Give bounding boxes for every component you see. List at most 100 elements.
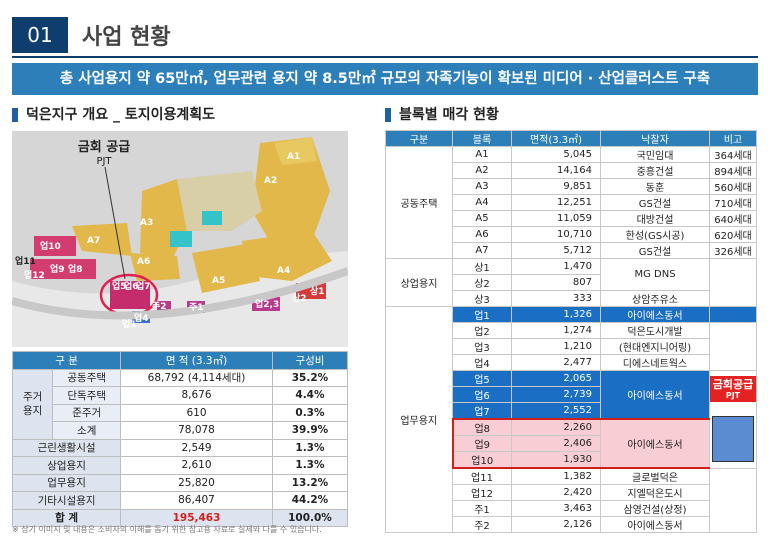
table-row: 주2 2,126 아이에스동서 — [386, 516, 757, 533]
cell-block: 주2 — [452, 516, 512, 533]
road-shape — [12, 267, 348, 320]
block-sale-table: 구분 블록 면적(3.3㎡) 낙찰자 비고 공동주택 A1 5,045 국민임대… — [385, 130, 757, 533]
pjt-highlight-label: 금회공급 — [712, 378, 754, 392]
cell-block: 업1 — [452, 306, 512, 323]
cell-area: 5,712 — [511, 242, 601, 259]
map-label-a6: A6 — [137, 257, 150, 267]
table-total-row: 합 계 195,463 100.0% — [11, 508, 349, 527]
cell-area: 11,059 — [511, 210, 601, 227]
cell-winner: 디에스네트웍스 — [600, 354, 710, 371]
row-area: 78,078 — [120, 421, 273, 440]
block-a5-shape — [192, 243, 260, 293]
row-area: 2,549 — [120, 438, 273, 457]
map-label-a2: A2 — [264, 176, 277, 186]
table-row: 업7 2,552 — [386, 402, 757, 420]
table-row: 단독주택 8,676 4.4% — [13, 386, 349, 405]
map-label-a1: A1 — [287, 152, 300, 162]
row-label: 업무용지 — [11, 473, 122, 492]
block-a1-shape — [274, 137, 317, 165]
cell-area: 1,274 — [511, 322, 601, 339]
table-row: 업9 2,406 — [386, 435, 757, 452]
table-row: 업6 2,739 — [386, 386, 757, 403]
row-label: 준주거 — [52, 403, 122, 422]
cell-block: 업12 — [452, 484, 512, 501]
land-use-table: 구 분 면 적 (3.3㎡) 구성비 주거 용지 공동주택 68,792 (4,… — [11, 351, 349, 527]
cell-winner: 국민임대 — [600, 146, 710, 163]
table-row: A4 12,251 GS건설 710세대 — [386, 194, 757, 211]
cell-block: 주1 — [452, 500, 512, 517]
table-row: A5 11,059 대방건설 640세대 — [386, 210, 757, 227]
land-table-header-ratio: 구성비 — [271, 351, 349, 370]
cell-block: A5 — [452, 210, 512, 227]
row-label: 상업용지 — [11, 456, 122, 475]
block-sale-section-title: 블록별 매각 현황 — [385, 108, 499, 122]
row-ratio: 39.9% — [271, 421, 349, 440]
cell-area: 10,710 — [511, 226, 601, 243]
park-zone-shape — [202, 211, 222, 225]
map-label-up9: 업9 — [50, 263, 65, 275]
land-table-header-category: 구 분 — [11, 351, 122, 370]
row-area: 68,792 (4,114세대) — [120, 368, 273, 387]
map-label-up5: 업5 — [112, 280, 127, 292]
cell-winner: 아이에스동서 — [600, 418, 710, 469]
pjt-highlight-swatch — [712, 416, 754, 463]
table-row: A3 9,851 동훈 560세대 — [386, 178, 757, 195]
row-area: 86,407 — [120, 491, 273, 510]
map-label-up4: 업4 — [134, 312, 149, 324]
block-table-header-winner: 낙찰자 — [600, 130, 710, 147]
cell-block: A1 — [452, 146, 512, 163]
cell-winner: 동훈 — [600, 178, 710, 195]
land-table-header-area: 면 적 (3.3㎡) — [120, 351, 273, 370]
table-row: 상업용지 상1 1,470 MG DNS — [385, 258, 757, 307]
cell-area: 2,552 — [511, 402, 601, 420]
block-table-header-area: 면적(3.3㎡) — [511, 130, 601, 147]
map-label-a5: A5 — [212, 276, 225, 286]
cell-note — [709, 306, 757, 323]
cell-note — [709, 258, 757, 307]
table-row: A2 14,164 중흥건설 894세대 — [386, 162, 757, 179]
table-row: 상업용지 2,610 1.3% — [11, 456, 349, 475]
cell-winner: MG DNS — [600, 258, 710, 291]
map-label-up1: 업1 — [122, 318, 137, 330]
cell-block: 업10 — [451, 451, 512, 469]
table-row: 기타시설용지 86,407 44.2% — [11, 491, 349, 510]
cell-note: 326세대 — [709, 242, 757, 259]
cell-winner: 아이에스동서 — [600, 306, 710, 323]
cell-area: 1,326 — [511, 306, 601, 323]
cell-note: 560세대 — [709, 178, 757, 195]
table-row: 업무용지 25,820 13.2% — [11, 473, 349, 492]
cell-winner: 지엘덕은도시 — [600, 484, 710, 501]
cell-block: A4 — [452, 194, 512, 211]
map-label-sang1: 상1 — [310, 285, 325, 297]
cell-area: 14,164 — [511, 162, 601, 179]
map-label-sang2: 상2 — [292, 292, 307, 304]
group-business: 업무용지 — [385, 306, 453, 533]
cell-winner: GS건설 — [600, 242, 710, 259]
row-ratio: 1.3% — [271, 456, 349, 475]
row-label: 단독주택 — [52, 386, 122, 405]
pjt-highlight-cell: 금회공급 PJT — [709, 370, 757, 469]
block-table-header-category: 구분 — [385, 130, 453, 147]
row-ratio: 44.2% — [271, 491, 349, 510]
map-label-up6: 업6 — [124, 280, 139, 292]
table-row: 근린생활시설 2,549 1.3% — [11, 438, 349, 457]
pjt-highlight-sub: PJT — [725, 391, 741, 401]
cell-winner: 덕은도시개발 — [600, 322, 710, 339]
table-row: 업10 1,930 — [386, 451, 757, 469]
land-use-map: 금회 공급 PJT A1 A2 A3 A4 A5 A6 A7 상1 상2 업2,… — [12, 131, 348, 347]
business-zone-top — [34, 236, 76, 256]
total-area: 195,463 — [120, 508, 273, 527]
block-a2-shape — [252, 137, 330, 249]
residential-housing-shape — [177, 171, 262, 231]
cell-winner: 삼영건설(상정) — [600, 500, 710, 517]
cell-block: 상1 — [452, 258, 512, 275]
row-ratio: 13.2% — [271, 473, 349, 492]
cell-area: 1,930 — [511, 451, 601, 469]
block-table-header-block: 블록 — [452, 130, 512, 147]
cell-block: A7 — [452, 242, 512, 259]
cell-area: 3,463 — [511, 500, 601, 517]
cell-area: 2,739 — [511, 386, 601, 403]
row-label: 근린생활시설 — [11, 438, 122, 457]
cell-area: 5,045 — [511, 146, 601, 163]
cell-area: 9,851 — [511, 178, 601, 195]
